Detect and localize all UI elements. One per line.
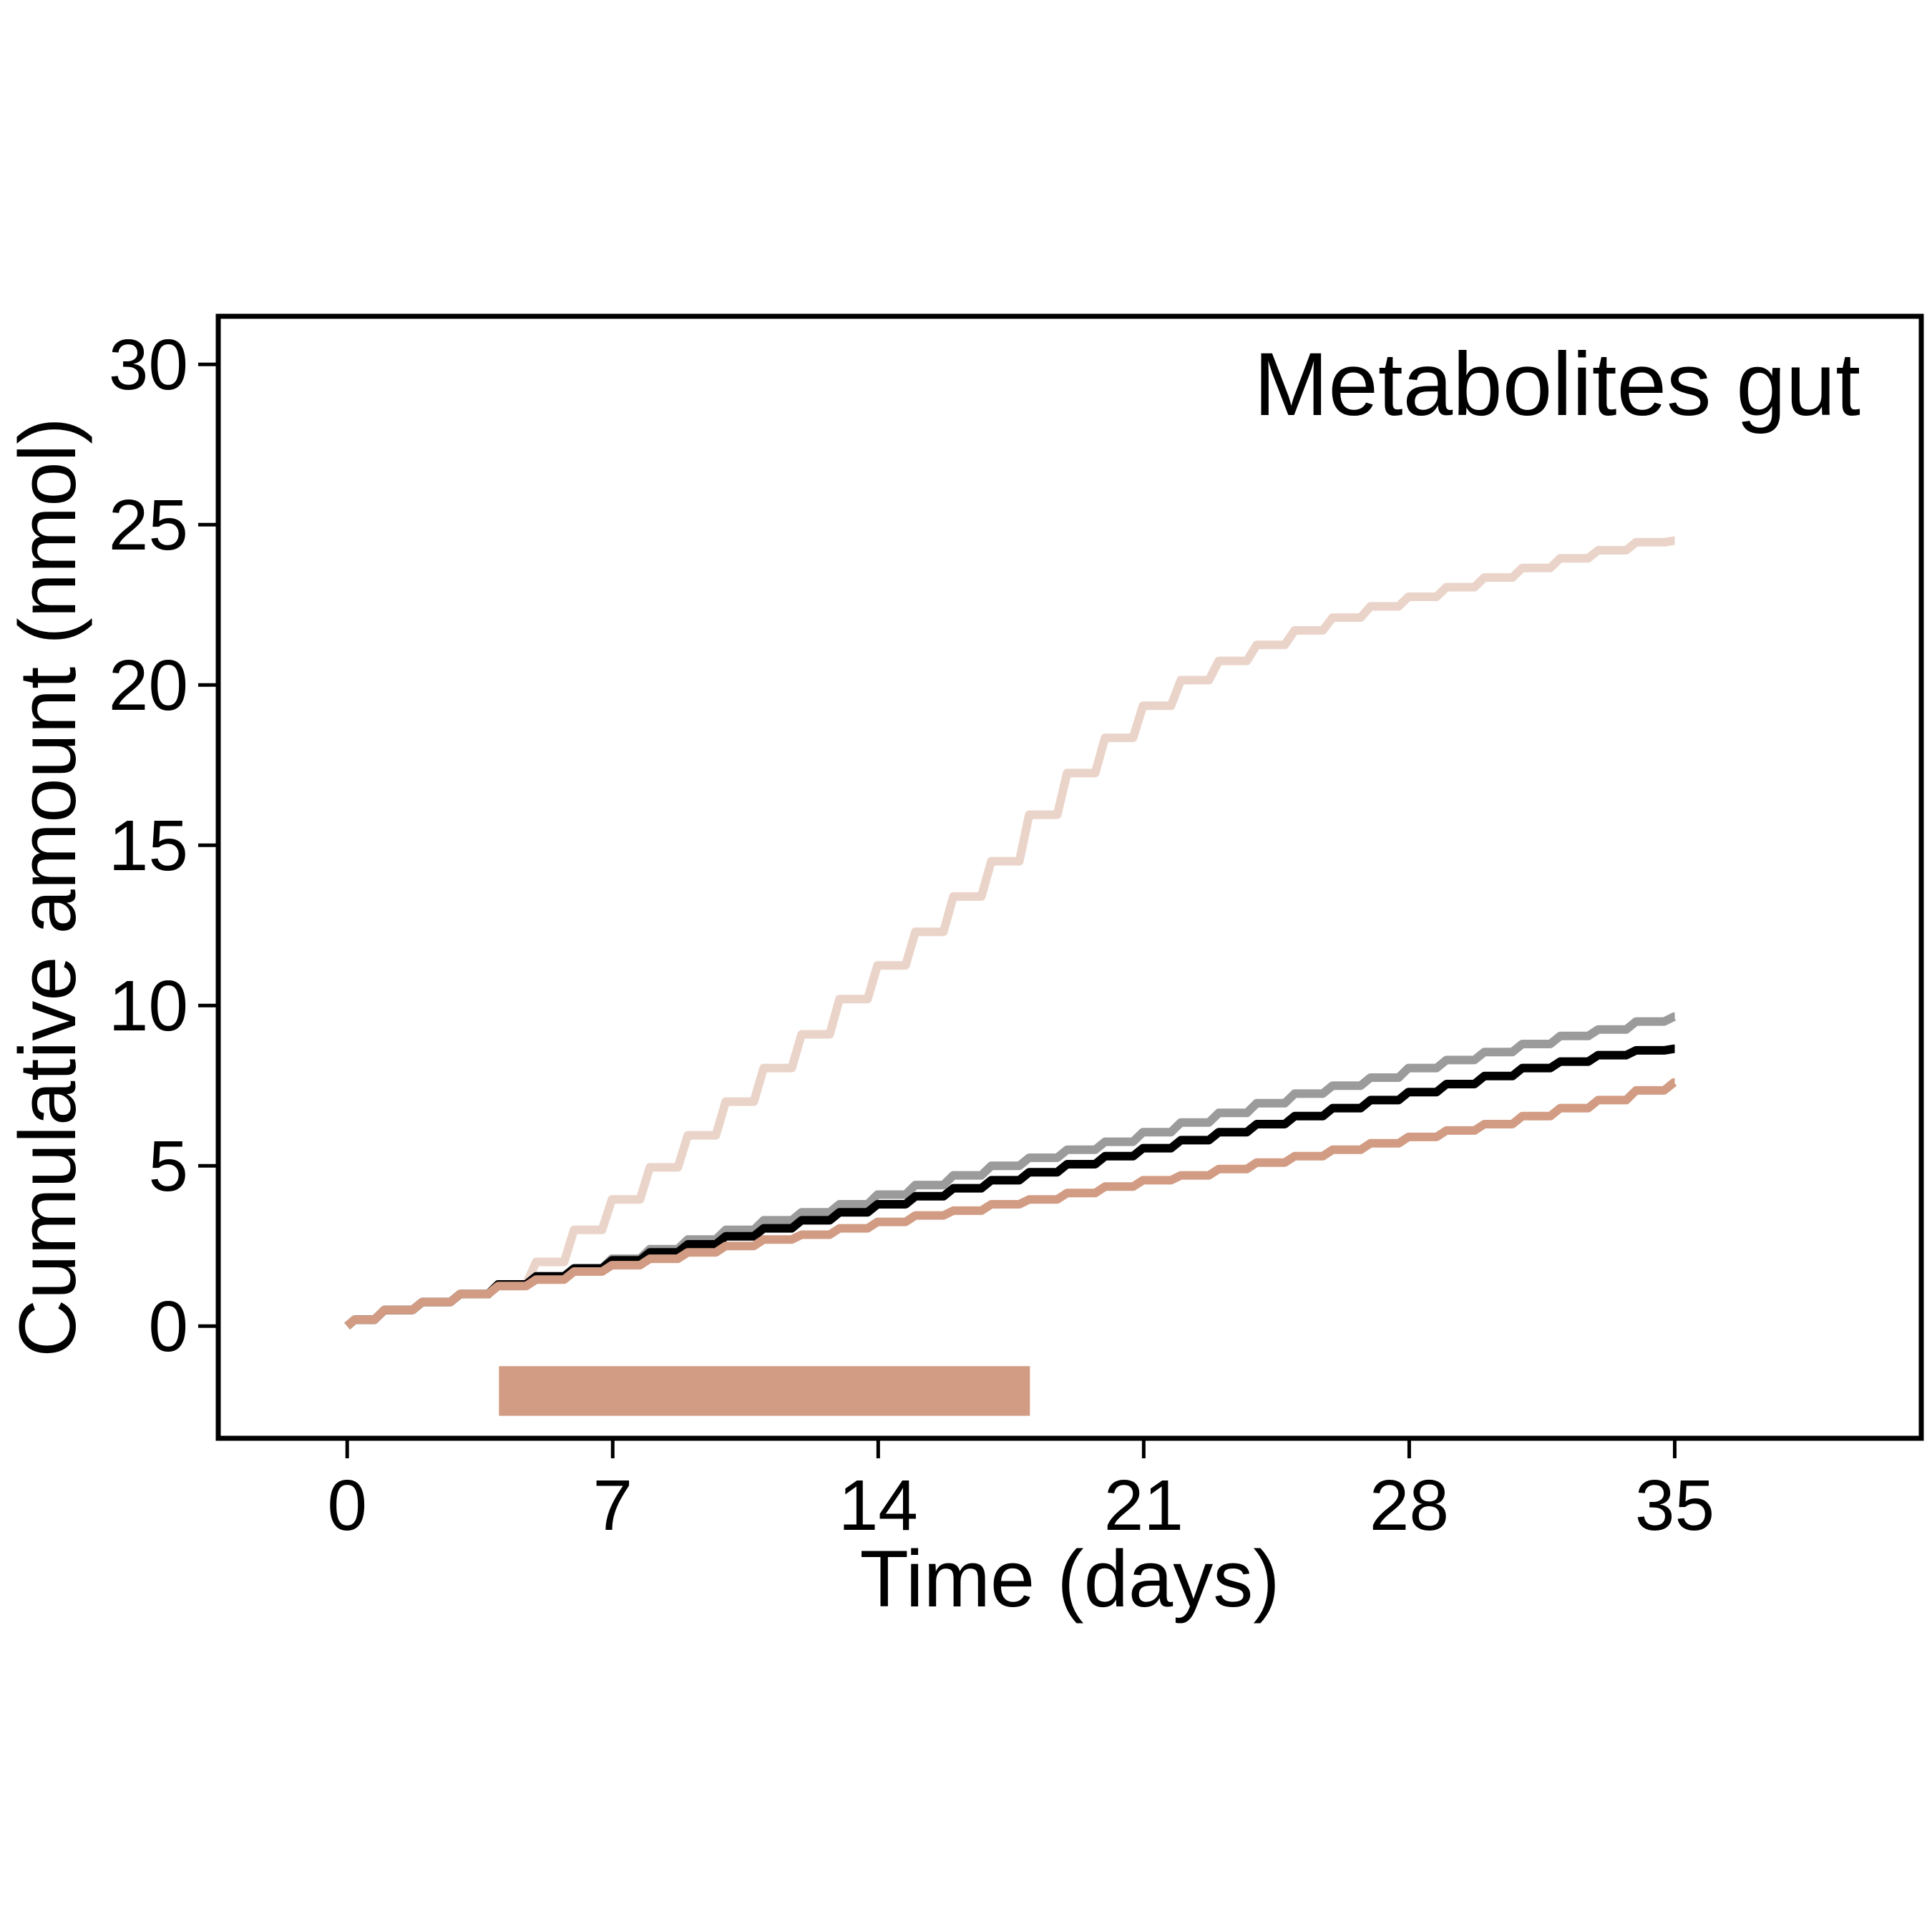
y-tick-label: 5 <box>148 1126 188 1206</box>
series-line-1 <box>344 536 1679 1330</box>
y-tick-label: 20 <box>109 645 188 726</box>
x-axis-title: Time (days) <box>859 1534 1279 1624</box>
y-tick-label: 25 <box>109 485 188 565</box>
x-tick-label: 28 <box>1370 1465 1449 1546</box>
x-tick-label: 0 <box>327 1465 367 1546</box>
y-axis: 0 5 10 15 20 25 30 <box>109 325 218 1367</box>
x-tick-label: 35 <box>1635 1465 1714 1546</box>
y-tick-label: 10 <box>109 966 188 1046</box>
y-tick-label: 15 <box>109 806 188 886</box>
y-axis-title: Cumulative amount (nmol) <box>3 417 92 1357</box>
series-line-4 <box>344 1078 1679 1330</box>
chart-title: Metabolites gut <box>1254 335 1860 434</box>
y-tick-label: 0 <box>148 1287 188 1367</box>
x-tick-label: 7 <box>592 1465 633 1546</box>
plot-frame <box>215 313 1924 1441</box>
series-layer <box>344 536 1679 1330</box>
y-tick-label: 30 <box>109 325 188 405</box>
exposure-bar <box>499 1366 1030 1416</box>
exposure-bar-layer <box>499 1366 1030 1416</box>
x-tick-label: 21 <box>1104 1465 1184 1546</box>
x-axis: 0 7 14 21 28 35 <box>327 1438 1714 1546</box>
series-line-3 <box>344 1044 1679 1330</box>
x-tick-label: 14 <box>839 1465 918 1546</box>
